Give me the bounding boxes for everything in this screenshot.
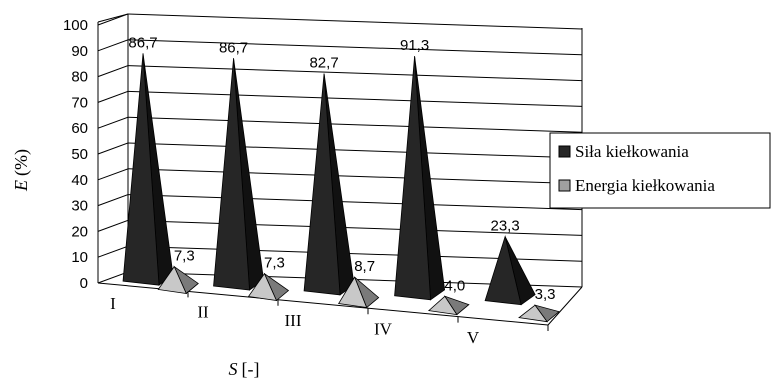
side-gridline (97, 13, 129, 26)
y-tick-label: 20 (71, 223, 88, 240)
side-gridline (97, 194, 129, 207)
gridline (127, 39, 583, 56)
gridline (127, 168, 583, 185)
gridline (127, 142, 583, 159)
side-gridline (97, 90, 129, 103)
data-label: 4,0 (444, 277, 465, 294)
legend-label-energia: Energia kiełkowania (575, 176, 715, 195)
y-tick-label: 100 (63, 17, 88, 34)
legend-swatch-energia (558, 179, 571, 192)
side-gridline (97, 245, 129, 258)
side-gridline (97, 142, 129, 155)
data-label: 82,7 (309, 55, 338, 72)
side-gridline (97, 116, 129, 129)
y-tick-label: 70 (71, 94, 88, 111)
pyramid-front-face (518, 304, 548, 323)
x-tick-label: II (197, 303, 209, 322)
pyramid-front-face (484, 235, 522, 306)
x-axis-title: S [-] (229, 359, 260, 379)
data-label: 91,3 (400, 37, 429, 54)
pyramid-front-face (303, 73, 341, 296)
y-tick-label: 40 (71, 172, 88, 189)
y-tick-label: 50 (71, 146, 88, 163)
data-label: 23,3 (491, 218, 520, 235)
side-gridline (97, 65, 129, 78)
side-gridline (97, 39, 129, 52)
gridline (127, 219, 583, 236)
legend-box (549, 132, 771, 209)
pyramid-front-face (157, 265, 187, 294)
data-label: 86,7 (219, 39, 248, 56)
gridline (127, 65, 583, 82)
y-axis-ticks: 0 10 20 30 40 50 60 70 80 90 100 (63, 17, 88, 292)
pyramid-front-face (122, 53, 160, 286)
pyramid-front-face (427, 295, 458, 316)
x-tick-label: III (285, 311, 302, 330)
front-right-edge (547, 286, 583, 326)
y-tick-label: 10 (71, 249, 88, 266)
y-tick-label: 30 (71, 198, 88, 215)
y-tick-label: 80 (71, 69, 88, 86)
y-tick-label: 60 (71, 120, 88, 137)
legend-swatch-sila (558, 145, 571, 158)
x-tick-label: IV (374, 319, 393, 338)
y-tick-label: 90 (71, 43, 88, 60)
data-label: 7,3 (174, 248, 195, 265)
pyramid-front-face (247, 272, 278, 302)
gridline (127, 116, 583, 133)
x-axis-ticks: I II III IV V (110, 291, 549, 347)
data-labels: 86,7 7,3 86,7 7,3 82,7 8,7 91,3 4,0 23,3 3,3 (128, 34, 555, 303)
y-tick-label: 0 (80, 275, 88, 292)
legend: Siła kiełkowania Energia kiełkowania (549, 132, 771, 209)
side-gridline (97, 219, 129, 232)
pyramid-front-face (213, 58, 250, 291)
data-label: 8,7 (354, 258, 375, 275)
x-tick-label: I (110, 294, 116, 313)
gridline (127, 90, 583, 107)
data-label: 7,3 (264, 255, 285, 272)
side-gridline (97, 271, 129, 284)
data-label: 86,7 (128, 34, 157, 51)
x-tick-label: V (467, 328, 480, 347)
side-gridline (97, 168, 129, 181)
pyramid-front-face (394, 56, 432, 301)
gridline (127, 13, 583, 30)
gridline (127, 194, 583, 211)
pyramid-front-face (337, 276, 368, 309)
y-axis-title: E(%) (11, 149, 32, 192)
pyramid-bars (122, 53, 560, 323)
data-label: 3,3 (535, 286, 556, 303)
legend-label-sila: Siła kiełkowania (575, 142, 689, 161)
